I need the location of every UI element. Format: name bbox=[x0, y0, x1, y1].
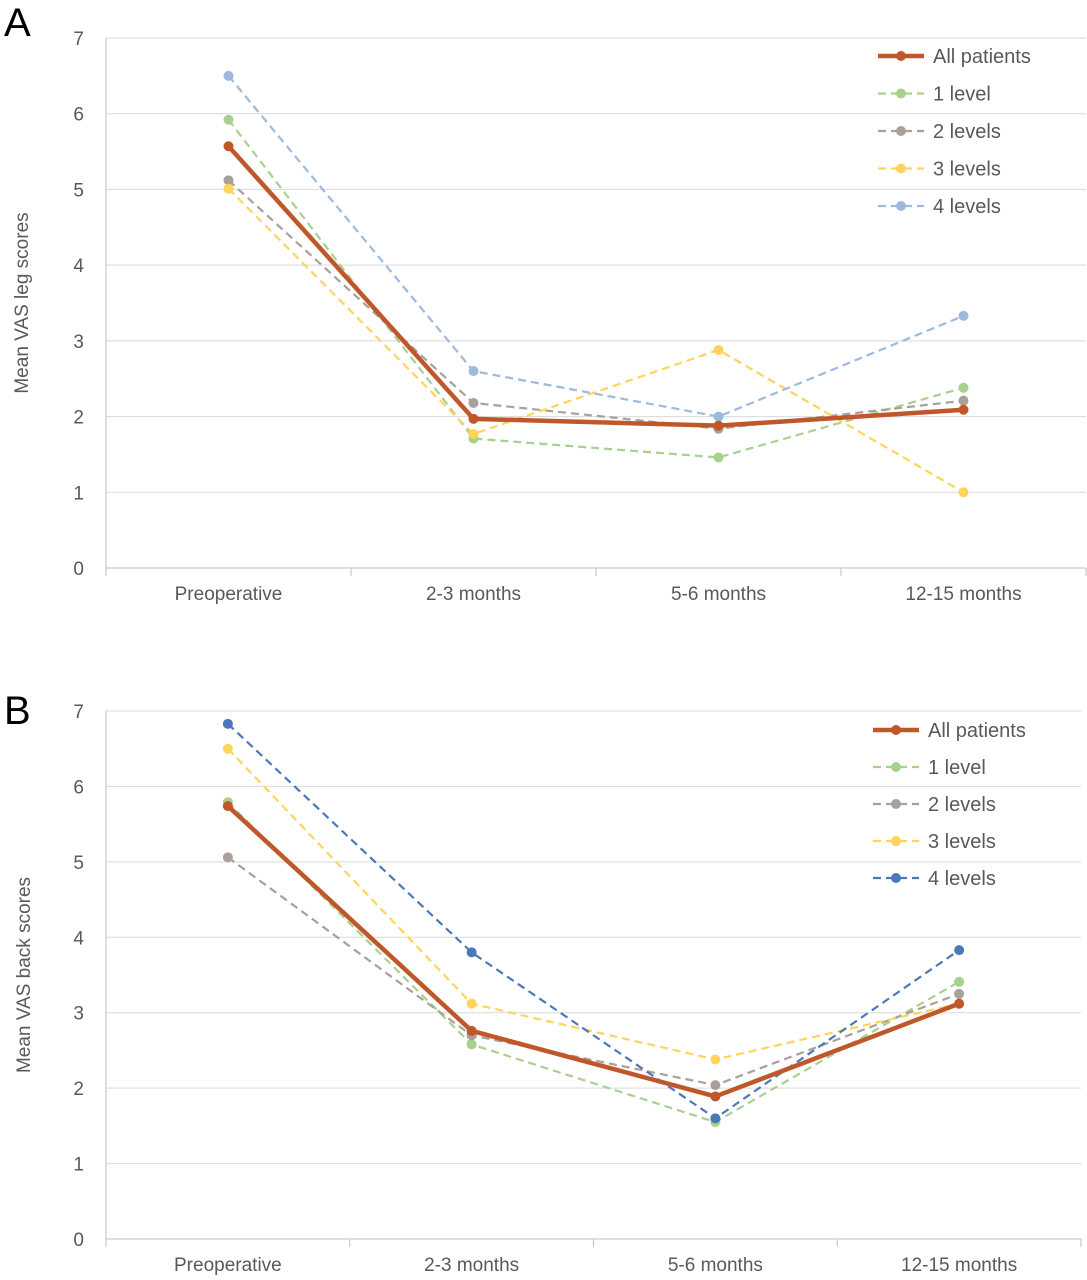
data-point bbox=[222, 743, 233, 754]
data-point bbox=[466, 1039, 477, 1050]
data-point bbox=[466, 947, 477, 958]
data-point bbox=[466, 998, 477, 1009]
legend-entry: 2 levels bbox=[933, 121, 1001, 143]
data-point bbox=[958, 382, 969, 393]
data-point bbox=[222, 852, 233, 863]
y-tick-label: 0 bbox=[73, 1230, 84, 1251]
legend-swatch-marker bbox=[896, 201, 906, 211]
x-tick-label: 5-6 months bbox=[671, 584, 766, 605]
legend-entry: 4 levels bbox=[928, 868, 996, 890]
y-axis-title: Mean VAS back scores bbox=[14, 877, 35, 1073]
legend-entry: 2 levels bbox=[928, 794, 996, 816]
data-point bbox=[954, 988, 965, 999]
data-point bbox=[713, 411, 724, 422]
y-tick-label: 5 bbox=[73, 180, 84, 201]
y-tick-label: 1 bbox=[73, 483, 84, 504]
y-tick-label: 6 bbox=[73, 777, 84, 798]
x-tick-label: 12-15 months bbox=[905, 584, 1021, 605]
data-point bbox=[468, 413, 479, 424]
legend-swatch-marker bbox=[896, 88, 906, 99]
y-axis-title: Mean VAS leg scores bbox=[12, 212, 33, 393]
data-point bbox=[713, 452, 724, 463]
data-point bbox=[468, 366, 479, 377]
data-point bbox=[710, 1113, 721, 1124]
data-point bbox=[713, 344, 724, 355]
series-line bbox=[226, 804, 960, 1099]
data-point bbox=[958, 487, 969, 498]
x-tick-label: 2-3 months bbox=[424, 1255, 519, 1276]
series-line bbox=[227, 179, 964, 430]
data-point bbox=[222, 718, 233, 729]
legend-swatch-marker bbox=[891, 725, 901, 735]
series-line bbox=[227, 187, 965, 494]
y-tick-label: 3 bbox=[73, 332, 84, 353]
y-tick-label: 1 bbox=[73, 1155, 84, 1176]
data-point bbox=[223, 175, 234, 186]
data-point bbox=[954, 976, 965, 987]
legend-swatch-marker bbox=[891, 762, 901, 772]
data-point bbox=[958, 310, 969, 321]
legend-swatch-marker bbox=[891, 836, 901, 846]
series-line bbox=[226, 144, 964, 428]
data-point bbox=[710, 1091, 721, 1102]
data-point bbox=[954, 945, 965, 956]
legend-entry: 1 level bbox=[933, 84, 991, 106]
legend-entry: 1 level bbox=[928, 757, 986, 779]
legend-entry: All patients bbox=[928, 720, 1026, 742]
y-tick-label: 6 bbox=[73, 105, 84, 126]
series-line bbox=[227, 723, 960, 1120]
y-tick-label: 5 bbox=[73, 853, 84, 874]
data-point bbox=[710, 1054, 721, 1065]
legend-swatch-marker bbox=[896, 51, 906, 61]
y-tick-label: 2 bbox=[73, 1079, 84, 1100]
x-tick-label: 2-3 months bbox=[426, 584, 521, 605]
y-tick-label: 0 bbox=[73, 559, 84, 580]
legend-swatch-marker bbox=[891, 873, 901, 883]
series-line bbox=[227, 119, 964, 459]
legend-entry: 3 levels bbox=[928, 831, 996, 853]
panel-label: B bbox=[4, 689, 31, 733]
data-point bbox=[222, 801, 233, 812]
x-tick-label: 5-6 months bbox=[668, 1255, 763, 1276]
legend-entry: 4 levels bbox=[933, 196, 1001, 218]
panel-label: A bbox=[4, 1, 31, 45]
data-point bbox=[223, 70, 234, 81]
x-tick-label: Preoperative bbox=[174, 1255, 282, 1276]
data-point bbox=[710, 1080, 721, 1091]
legend-swatch-marker bbox=[896, 126, 906, 136]
y-tick-label: 3 bbox=[73, 1004, 84, 1025]
data-point bbox=[958, 404, 969, 415]
y-tick-label: 4 bbox=[73, 256, 84, 277]
y-tick-label: 2 bbox=[73, 408, 84, 429]
y-tick-label: 4 bbox=[73, 928, 84, 949]
data-point bbox=[466, 1025, 477, 1036]
data-point bbox=[223, 141, 234, 152]
x-tick-label: 12-15 months bbox=[901, 1255, 1017, 1276]
series-line bbox=[227, 856, 960, 1087]
data-point bbox=[223, 114, 234, 125]
data-point bbox=[468, 428, 479, 439]
series-line bbox=[227, 801, 960, 1124]
series-line bbox=[227, 747, 960, 1061]
legend-entry: All patients bbox=[933, 46, 1031, 68]
data-point bbox=[713, 420, 724, 431]
data-point bbox=[954, 998, 965, 1009]
data-point bbox=[468, 397, 479, 408]
x-tick-label: Preoperative bbox=[175, 584, 283, 605]
y-tick-label: 7 bbox=[73, 29, 84, 50]
legend-entry: 3 levels bbox=[933, 159, 1001, 181]
y-tick-label: 7 bbox=[73, 702, 84, 723]
data-point bbox=[958, 395, 969, 406]
series-line bbox=[227, 75, 964, 418]
legend-swatch-marker bbox=[896, 163, 906, 174]
data-point bbox=[223, 183, 234, 194]
legend-swatch-marker bbox=[891, 799, 901, 809]
